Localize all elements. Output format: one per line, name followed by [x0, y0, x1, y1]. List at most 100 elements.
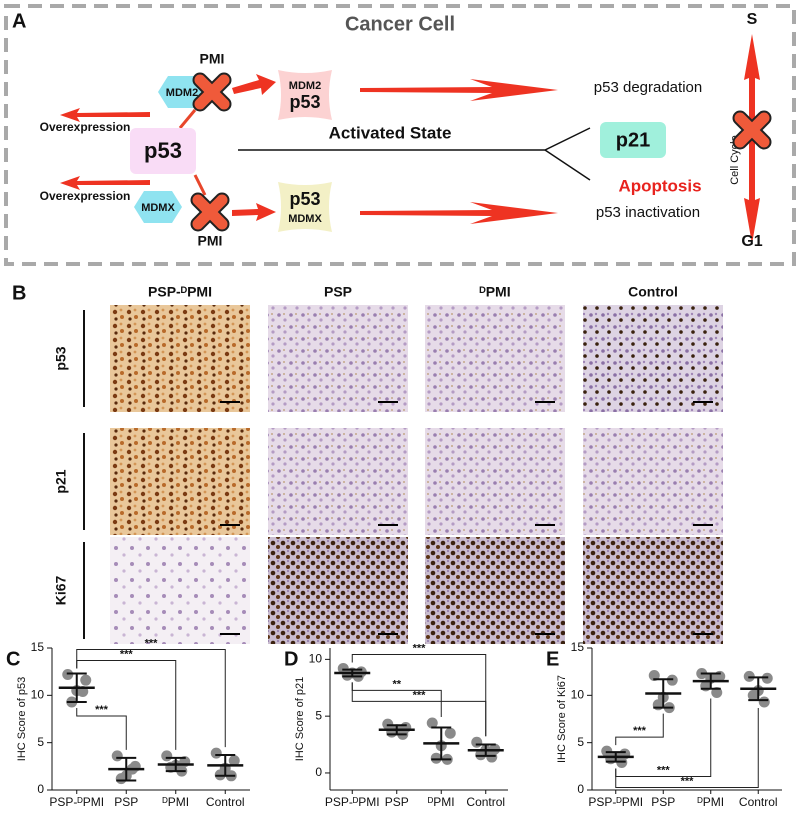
p21-node [600, 122, 666, 158]
column-header: Control [628, 284, 678, 300]
micrograph [110, 537, 250, 644]
x-tick-label: ᴰPMI [697, 795, 724, 809]
data-point [341, 669, 353, 681]
column-header: PSP [324, 284, 352, 300]
x-tick-label: Control [466, 795, 505, 809]
significance-label: *** [657, 764, 671, 776]
label: p53 inactivation [596, 204, 700, 221]
row-label: p53 [53, 346, 69, 370]
label: Apoptosis [618, 176, 701, 195]
arrow [360, 79, 558, 101]
data-point [80, 674, 92, 686]
x-tick-label: PSP [114, 795, 138, 809]
y-tick-label: 0 [315, 765, 322, 779]
arrow [60, 176, 150, 190]
y-tick-label: 5 [315, 708, 322, 722]
significance-bracket [351, 653, 487, 737]
label: p53 [289, 92, 320, 112]
data-point [228, 755, 240, 767]
row-label: p21 [53, 469, 69, 493]
data-point [426, 717, 438, 729]
significance-label: *** [120, 648, 134, 660]
label: MDM2 [289, 80, 321, 92]
y-axis-title: IHC Score of Ki67 [556, 675, 568, 763]
label: MDMX [141, 202, 175, 214]
data-point [747, 689, 759, 701]
data-point [471, 736, 483, 748]
row-label: Ki67 [53, 576, 69, 606]
mdmx-node [134, 191, 182, 223]
data-point [115, 773, 127, 785]
p53-node [130, 128, 196, 174]
y-tick-label: 15 [571, 640, 585, 654]
panel-label: A [12, 10, 26, 32]
x-tick-label: PSP [385, 795, 409, 809]
data-point [711, 686, 723, 698]
data-point [161, 750, 173, 762]
p53-mdmx-complex [278, 182, 332, 232]
panel-label: E [546, 648, 559, 670]
significance-label: *** [413, 642, 427, 654]
label: PMI [198, 233, 223, 249]
x-tick-label: PSP-ᴰPMI [49, 795, 104, 809]
micrograph [425, 428, 565, 535]
block-icon [190, 192, 230, 232]
significance-bracket [615, 707, 759, 789]
data-point [475, 749, 487, 761]
data-point [648, 669, 660, 681]
micrograph [583, 305, 723, 412]
arrow [232, 74, 276, 95]
significance-label: *** [145, 637, 159, 649]
micrograph [268, 428, 408, 535]
significance-bracket [615, 713, 664, 746]
y-tick-label: 5 [37, 735, 44, 749]
micrograph [110, 305, 250, 412]
micrograph [268, 537, 408, 644]
data-point [444, 727, 456, 739]
significance-bracket [76, 649, 226, 748]
micrograph [583, 537, 723, 644]
significance-label: *** [95, 704, 109, 716]
connector [544, 149, 591, 181]
label: MDMX [288, 213, 322, 225]
connector [193, 174, 207, 196]
arrow [232, 203, 276, 221]
label: p53 [289, 189, 320, 209]
micrograph-grid: PSP-ᴰPMI PSP ᴰPMI Control p53 p21 Ki67 [53, 284, 723, 644]
label: Overexpression [40, 189, 131, 203]
block-icon [732, 110, 772, 150]
x-tick-label: Control [206, 795, 245, 809]
mdm2-p53-complex [278, 70, 332, 120]
significance-bracket [351, 682, 487, 737]
panel-label: B [12, 282, 26, 304]
y-tick-label: 0 [577, 782, 584, 796]
micrograph [583, 428, 723, 535]
micrograph [425, 305, 565, 412]
significance-label: *** [413, 689, 427, 701]
label: G1 [741, 233, 762, 250]
x-tick-label: PSP-ᴰPMI [588, 795, 643, 809]
significance-label: ** [392, 678, 401, 690]
label: p53 degradation [594, 79, 702, 96]
data-point [386, 726, 398, 738]
column-header: PSP-ᴰPMI [148, 284, 212, 300]
significance-label: *** [681, 775, 695, 787]
block-icon [192, 72, 232, 112]
data-point [111, 750, 123, 762]
label: Overexpression [40, 120, 131, 134]
data-point [210, 747, 222, 759]
y-axis-title: IHC Score of p21 [294, 677, 306, 761]
x-tick-label: Control [739, 795, 778, 809]
y-tick-label: 0 [37, 782, 44, 796]
x-tick-label: ᴰPMI [428, 795, 455, 809]
label: p53 [144, 138, 182, 163]
significance-label: *** [633, 725, 647, 737]
arrow [60, 108, 150, 122]
data-point [605, 753, 617, 765]
data-point [652, 699, 664, 711]
y-tick-label: 5 [577, 735, 584, 749]
x-tick-label: ᴰPMI [162, 795, 189, 809]
panel-label: C [6, 648, 20, 670]
panel-label: D [284, 648, 298, 670]
